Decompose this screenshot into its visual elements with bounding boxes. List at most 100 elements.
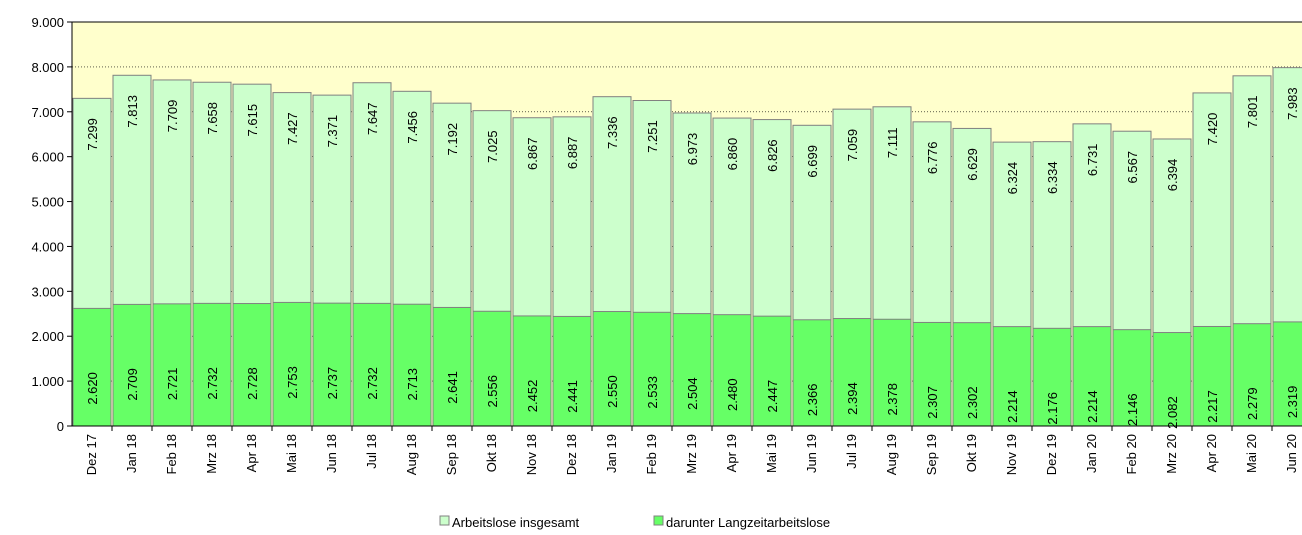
data-label: 2.620 — [85, 372, 100, 405]
data-label: 6.867 — [525, 137, 540, 170]
data-label: 2.480 — [725, 378, 740, 411]
legend-label: Arbeitslose insgesamt — [452, 515, 580, 530]
legend-swatch — [439, 515, 450, 526]
x-tick-label: Jun 20 — [1284, 434, 1299, 473]
bar — [672, 313, 712, 427]
bar — [1192, 325, 1232, 427]
data-label: 2.214 — [1005, 390, 1020, 423]
y-tick-label: 4.000 — [31, 239, 64, 254]
data-label: 2.082 — [1165, 396, 1180, 429]
data-label: 2.504 — [685, 377, 700, 410]
bar — [992, 326, 1032, 427]
data-label: 2.217 — [1205, 390, 1220, 423]
bar — [512, 315, 552, 427]
data-label: 2.533 — [645, 376, 660, 409]
x-tick-label: Sep 19 — [924, 434, 939, 475]
x-tick-label: Dez 17 — [84, 434, 99, 475]
data-label: 7.371 — [325, 115, 340, 148]
bar — [312, 302, 352, 427]
x-tick-label: Nov 18 — [524, 434, 539, 475]
data-label: 6.776 — [925, 142, 940, 175]
bar — [872, 318, 912, 427]
bar — [272, 301, 312, 427]
data-label: 2.447 — [765, 380, 780, 413]
x-tick-label: Mrz 20 — [1164, 434, 1179, 474]
legend-label: darunter Langzeitarbeitslose — [666, 515, 830, 530]
data-label: 7.813 — [125, 95, 140, 128]
bar — [1072, 326, 1112, 427]
x-tick-label: Okt 19 — [964, 434, 979, 472]
bar — [752, 315, 792, 427]
x-tick-label: Feb 20 — [1124, 434, 1139, 474]
data-label: 6.973 — [685, 133, 700, 166]
x-tick-label: Aug 18 — [404, 434, 419, 475]
bar — [472, 310, 512, 427]
data-label: 7.336 — [605, 116, 620, 149]
data-label: 2.709 — [125, 368, 140, 401]
data-label: 2.378 — [885, 383, 900, 416]
x-tick-label: Mai 18 — [284, 434, 299, 473]
data-label: 2.176 — [1045, 392, 1060, 425]
data-label: 6.324 — [1005, 162, 1020, 195]
x-tick-label: Apr 18 — [244, 434, 259, 472]
data-label: 7.709 — [165, 100, 180, 133]
bar — [112, 303, 152, 427]
data-label: 6.394 — [1165, 159, 1180, 192]
data-label: 6.826 — [765, 139, 780, 172]
data-label: 2.753 — [285, 366, 300, 399]
bar — [952, 322, 992, 427]
y-tick-label: 5.000 — [31, 195, 64, 210]
bar — [392, 303, 432, 427]
data-label: 2.721 — [165, 368, 180, 401]
bar — [1152, 332, 1192, 427]
x-tick-label: Mrz 18 — [204, 434, 219, 474]
x-tick-label: Jan 18 — [124, 434, 139, 473]
data-label: 7.025 — [485, 130, 500, 163]
legend-swatch — [653, 515, 664, 526]
bar — [552, 315, 592, 427]
bar — [1112, 329, 1152, 427]
data-label: 2.279 — [1245, 387, 1260, 420]
bar — [192, 302, 232, 427]
data-label: 2.394 — [845, 382, 860, 415]
data-label: 2.556 — [485, 375, 500, 408]
bar — [592, 311, 632, 427]
data-label: 7.456 — [405, 111, 420, 144]
bar — [632, 311, 672, 427]
y-tick-label: 8.000 — [31, 60, 64, 75]
bar — [1232, 323, 1272, 427]
x-tick-label: Jan 20 — [1084, 434, 1099, 473]
data-label: 2.452 — [525, 380, 540, 413]
data-label: 2.713 — [405, 368, 420, 401]
data-label: 2.146 — [1125, 393, 1140, 426]
x-tick-label: Apr 19 — [724, 434, 739, 472]
data-label: 6.334 — [1045, 161, 1060, 194]
x-tick-label: Mai 19 — [764, 434, 779, 473]
data-label: 7.111 — [885, 127, 900, 158]
data-label: 6.731 — [1085, 144, 1100, 177]
data-label: 2.366 — [805, 384, 820, 417]
data-label: 7.647 — [365, 102, 380, 135]
data-label: 2.732 — [205, 367, 220, 400]
x-tick-label: Feb 18 — [164, 434, 179, 474]
data-label: 6.860 — [725, 138, 740, 171]
data-label: 7.427 — [285, 112, 300, 145]
x-tick-label: Nov 19 — [1004, 434, 1019, 475]
bar — [832, 318, 872, 427]
bar — [152, 303, 192, 427]
x-tick-label: Mrz 19 — [684, 434, 699, 474]
data-label: 2.214 — [1085, 390, 1100, 423]
data-label: 2.302 — [965, 386, 980, 419]
data-label: 6.887 — [565, 137, 580, 170]
y-tick-label: 1.000 — [31, 374, 64, 389]
data-label: 7.420 — [1205, 113, 1220, 146]
bar — [712, 314, 752, 427]
bar — [232, 303, 272, 427]
x-tick-label: Dez 19 — [1044, 434, 1059, 475]
y-tick-label: 9.000 — [31, 15, 64, 30]
x-tick-label: Apr 20 — [1204, 434, 1219, 472]
data-label: 2.728 — [245, 367, 260, 400]
x-tick-label: Jul 18 — [364, 434, 379, 469]
data-label: 7.299 — [85, 118, 100, 151]
